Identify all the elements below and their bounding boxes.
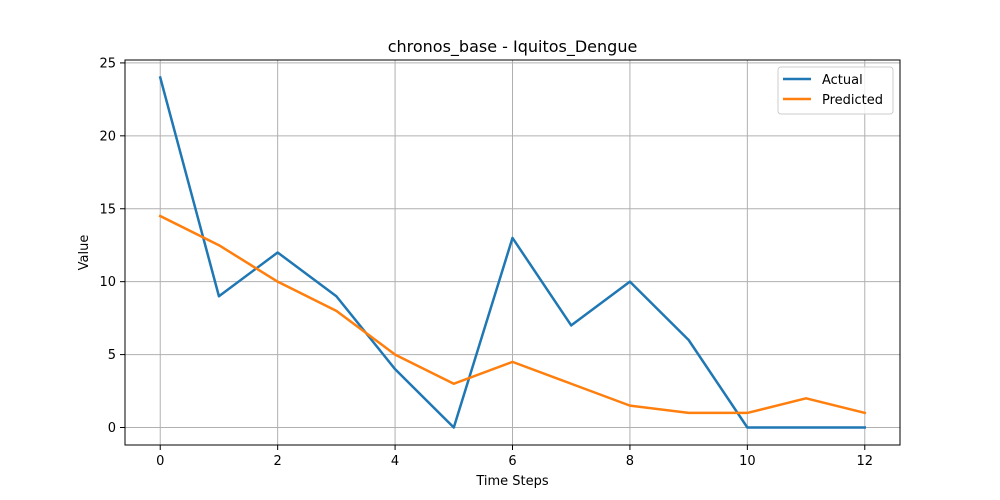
- x-axis-label: Time Steps: [475, 474, 549, 489]
- legend-label-actual: Actual: [822, 73, 863, 88]
- chart-title: chronos_base - Iquitos_Dengue: [388, 37, 638, 57]
- legend: Actual Predicted: [777, 66, 894, 115]
- x-tick-label-12: 12: [856, 454, 873, 469]
- series-line-actual: [158, 75, 867, 429]
- grid-lines: [125, 60, 900, 445]
- x-tick-label-8: 8: [626, 454, 634, 469]
- y-tick-label-5: 5: [108, 348, 116, 363]
- y-tick-label-15: 15: [99, 202, 116, 217]
- series-lines: [158, 75, 867, 429]
- x-tick-label-10: 10: [739, 454, 756, 469]
- y-tick-label-25: 25: [99, 56, 116, 71]
- y-tick-label-0: 0: [108, 421, 116, 436]
- series-line-predicted: [158, 214, 867, 415]
- legend-label-predicted: Predicted: [822, 93, 883, 108]
- x-tick-label-6: 6: [508, 454, 516, 469]
- y-tick-label-10: 10: [99, 275, 116, 290]
- axis-ticks: 0 2 4 6 8 10 12 0 5 10 15 20 25: [99, 56, 873, 469]
- y-tick-label-20: 20: [99, 129, 116, 144]
- x-tick-label-2: 2: [274, 454, 282, 469]
- x-tick-label-0: 0: [156, 454, 164, 469]
- y-axis-label: Value: [77, 235, 92, 271]
- x-tick-label-4: 4: [391, 454, 399, 469]
